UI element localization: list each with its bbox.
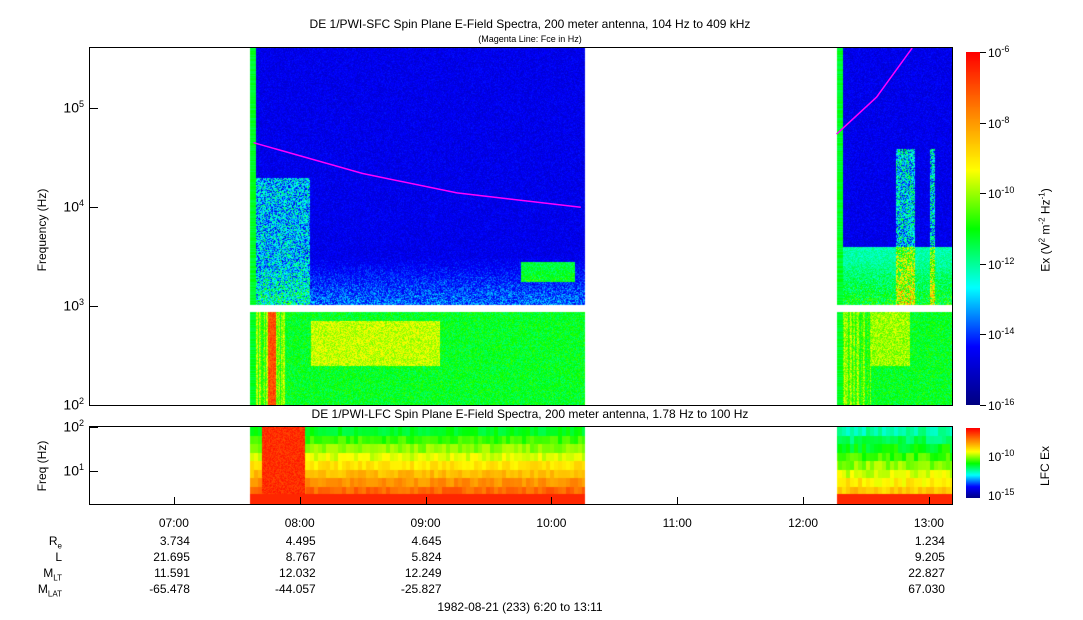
ephemeris-value: -65.478 [149,582,190,596]
x-tick-label: 11:00 [662,516,692,530]
fce-line-segment [836,48,913,135]
top-title: DE 1/PWI-SFC Spin Plane E-Field Spectra,… [309,17,751,31]
ephemeris-value: 4.495 [285,534,316,548]
x-tick-label: 12:00 [788,516,819,530]
colorbar-tick-label: 10-8 [988,114,1010,131]
colorbar-tick [980,122,986,124]
colorbar-tick [980,52,986,53]
lfc-colorbar-label: LFC Ex [1038,445,1052,487]
x-tick-label: 09:00 [410,516,441,530]
lfc-ylabel: Freq (Hz) [35,440,49,492]
colorbar-tick-label: 10-16 [988,397,1015,413]
ephemeris-value: 12.032 [279,566,316,580]
lfc-colorbar-tick-label: 10-10 [988,448,1015,464]
y-tick-mark [90,405,98,406]
ephemeris-value: 22.827 [908,566,945,580]
y-tick-label: 104 [63,198,84,215]
ephemeris-value: 67.030 [908,582,945,596]
x-tick-label: 08:00 [284,516,315,530]
y-tick-label: 102 [63,418,84,435]
x-tick-label: 10:00 [536,516,567,530]
top-subtitle: (Magenta Line: Fce in Hz) [478,34,582,44]
date-range-footer: 1982-08-21 (233) 6:20 to 13:11 [437,600,603,614]
y-tick-mark [90,207,98,209]
ephemeris-value: 12.249 [404,566,442,580]
lfc-colorbar [966,428,980,498]
x-tick-label: 13:00 [913,516,944,530]
colorbar-tick [980,263,986,265]
ephemeris-value: -25.827 [400,582,442,596]
lfc-frame [89,426,953,505]
ephemeris-row-label: MLAT [37,582,62,599]
ephemeris-value: -44.057 [275,582,316,596]
fce-line-layer [253,48,913,209]
sfc-frame [89,47,953,406]
ephemeris-row-label: MLT [43,566,62,583]
y-tick-mark [90,427,98,428]
x-tick-mark [551,497,553,505]
ephemeris-value: 4.645 [411,534,442,548]
y-tick-mark [90,108,98,110]
y-tick-mark [90,471,98,472]
fce-line-segment [253,141,581,209]
x-tick-mark [299,497,301,505]
colorbar-tick [980,334,986,336]
ephemeris-value: 11.591 [154,566,190,580]
y-tick-mark [90,306,98,308]
sfc-spectrogram [90,48,952,405]
ephemeris-value: 21.695 [153,550,190,564]
y-tick-label: 101 [63,462,84,479]
ephemeris-value: 9.205 [914,550,945,564]
ephemeris-value: 5.824 [411,550,442,564]
colorbar-tick-label: 10-12 [988,255,1015,272]
ephemeris-value: 8.767 [285,550,316,564]
x-tick-mark [677,497,679,505]
ephemeris-row-label: L [55,550,62,564]
ephemeris-value: 3.734 [159,534,190,548]
x-tick-mark [173,497,175,505]
y-tick-label: 102 [63,396,84,413]
y-tick-label: 105 [63,99,84,117]
lfc-colorbar-tick-label: 10-15 [988,487,1015,503]
x-tick-mark [803,497,805,505]
x-tick-label: 07:00 [158,516,189,530]
x-tick-mark [928,497,930,505]
colorbar-tick [980,193,986,195]
ephemeris-row-label: Re [48,534,62,551]
x-tick-mark [425,497,427,505]
sfc-colorbar-label: Ex (V2 m-2 Hz-1) [1037,188,1053,272]
sfc-ylabel: Frequency (Hz) [35,188,49,272]
colorbar-tick-label: 10-6 [988,44,1010,60]
y-tick-label: 103 [63,297,84,314]
colorbar-tick-label: 10-14 [988,326,1015,343]
ephemeris-value: 1.234 [914,534,945,548]
colorbar-tick [980,405,986,406]
bottom-title: DE 1/PWI-LFC Spin Plane E-Field Spectra,… [311,407,749,421]
colorbar-tick-label: 10-10 [988,185,1015,202]
lfc-spectrogram [90,427,952,504]
sfc-colorbar [966,52,980,405]
